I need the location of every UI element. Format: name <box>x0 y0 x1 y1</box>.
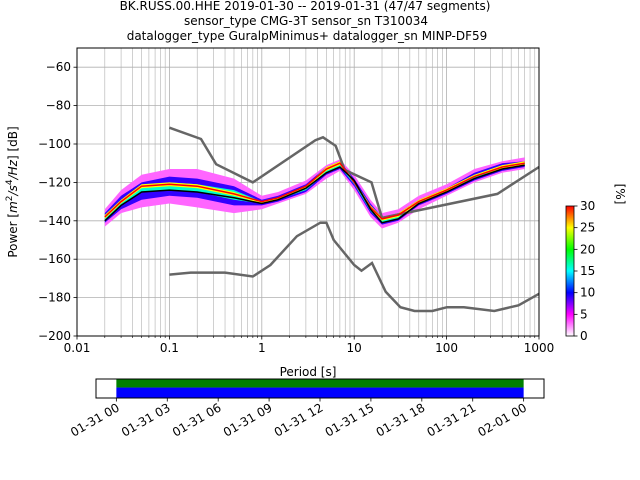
title-line-2: sensor_type CMG-3T sensor_sn T310034 <box>184 14 428 28</box>
colorbar-tick-label: 20 <box>580 242 595 256</box>
colorbar-tick-label: 10 <box>580 286 595 300</box>
data-coverage-bar <box>116 379 524 388</box>
x-axis-label: Period [s] <box>280 365 337 379</box>
x-tick-label: 1 <box>258 341 266 355</box>
nhnm-line <box>169 221 540 313</box>
colorbar-tick-label: 15 <box>580 264 595 278</box>
y-tick-label: −60 <box>46 60 71 74</box>
psd-plot: 0.01 0.1 1 10 100 1000 −60 −80 −100 −120 −140 −160… <box>5 47 555 379</box>
mean-line <box>104 164 525 224</box>
colorbar-tick-label: 30 <box>580 199 595 213</box>
y-tick-label: −140 <box>38 214 71 228</box>
y-tick-label: −180 <box>38 291 71 305</box>
colorbar-gradient <box>565 205 575 337</box>
mode-line <box>104 162 525 220</box>
y-tick-label: −160 <box>38 252 71 266</box>
coverage-bars <box>116 379 524 398</box>
x-tick-label: 1000 <box>524 341 555 355</box>
colorbar-tick-label: 5 <box>580 307 588 321</box>
y-tick-label: −200 <box>38 329 71 343</box>
y-axis-label: Power [m2/s4/Hz] [dB] <box>5 126 20 257</box>
noise-model-lines <box>104 126 540 313</box>
x-axis: 0.01 0.1 1 10 100 1000 <box>64 336 555 355</box>
colorbar-tick-label: 25 <box>580 221 595 235</box>
x-tick-label: 0.01 <box>64 341 91 355</box>
y-tick-label: −120 <box>38 175 71 189</box>
y-tick-label: −100 <box>38 137 71 151</box>
x-tick-label: 10 <box>347 341 362 355</box>
plot-frame <box>76 47 540 337</box>
psd-coverage-bar <box>116 387 524 398</box>
colorbar-ticks: 0 5 10 15 20 25 30 <box>574 199 595 343</box>
colorbar-label: [%] <box>613 184 627 205</box>
y-axis: −60 −80 −100 −120 −140 −160 −180 −200 <box>38 60 77 343</box>
x-tick-label: 0.1 <box>160 341 179 355</box>
chart-title: BK.RUSS.00.HHE 2019-01-30 -- 2019-01-31 … <box>120 0 491 43</box>
y-tick-label: −80 <box>46 99 71 113</box>
pdf-band-4 <box>104 161 525 221</box>
title-line-3: datalogger_type GuralpMinimus+ datalogge… <box>127 29 488 43</box>
x-tick-label: 100 <box>435 341 458 355</box>
title-line-1: BK.RUSS.00.HHE 2019-01-30 -- 2019-01-31 … <box>120 0 491 13</box>
pdf-band-1 <box>104 157 525 229</box>
colorbar-tick-label: 0 <box>580 329 588 343</box>
colorbar: 0 5 10 15 20 25 30 [%] <box>565 184 627 343</box>
